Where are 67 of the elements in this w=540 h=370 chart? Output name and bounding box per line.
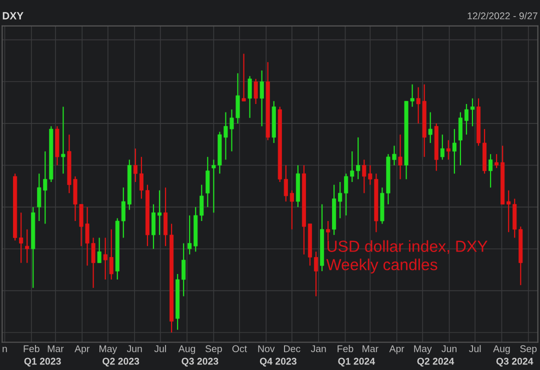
x2-tick-label: Q2 2023: [102, 358, 140, 366]
candlestick: [494, 154, 499, 169]
x-tick-label: Jul: [469, 345, 481, 352]
x2-tick-label: Q3 2024: [496, 358, 534, 366]
candlestick: [151, 204, 156, 250]
candlestick: [260, 70, 264, 127]
candlestick: [344, 173, 348, 216]
candlestick: [488, 154, 493, 188]
candlestick: [242, 53, 246, 102]
x-tick-label: Dec: [284, 345, 300, 352]
candlestick: [446, 140, 450, 160]
candlestick: [338, 181, 342, 219]
x-tick-label: Aug: [178, 345, 196, 354]
x-tick-label: n: [2, 346, 7, 352]
candlestick: [470, 98, 475, 127]
candlestick: [182, 242, 186, 297]
candlestick: [19, 212, 24, 264]
candlestick: [440, 134, 444, 160]
candlestick: [356, 136, 360, 180]
candlestick: [428, 112, 432, 144]
chart-title: DXY: [2, 12, 24, 20]
x-tick-label: Sep: [205, 345, 222, 354]
candlestick: [254, 78, 258, 104]
candlestick: [314, 251, 318, 297]
candlestick: [164, 187, 168, 247]
x-tick-label: May: [414, 345, 432, 354]
x2-tick-label: Q1 2023: [24, 358, 61, 366]
candlestick: [157, 190, 162, 236]
x-tick-label: Feb: [24, 345, 40, 352]
candlestick: [458, 112, 462, 166]
candlestick: [398, 134, 402, 180]
annotation: USD dollar index, DXY Weekly candles: [326, 240, 488, 274]
candlestick: [464, 103, 468, 136]
candlestick: [326, 220, 330, 242]
x-tick-label: Sep: [520, 345, 537, 354]
candlestick: [506, 190, 511, 233]
x-tick-label: Aug: [493, 345, 510, 354]
candlestick: [290, 190, 294, 230]
x-tick-label: Jul: [154, 345, 166, 352]
candlestick: [61, 106, 66, 174]
candlestick: [133, 148, 138, 183]
candlestick: [284, 164, 288, 202]
x2-tick-label: Q4 2023: [260, 358, 296, 366]
candlestick: [25, 228, 30, 264]
x-tick-label: Apr: [74, 345, 90, 354]
x-tick-label: Mar: [48, 345, 64, 352]
candlestick: [97, 237, 102, 264]
x-tick-label: Oct: [232, 345, 247, 352]
x-tick-label: Jun: [442, 345, 456, 352]
candlestick: [121, 187, 126, 238]
x2-tick-label: Q1 2024: [338, 358, 376, 366]
x-tick-label: May: [100, 345, 118, 354]
x-tick-label: Apr: [389, 345, 404, 354]
candlestick: [350, 150, 354, 183]
x2-tick-label: Q2 2024: [417, 358, 454, 366]
x-tick-label: Feb: [338, 345, 354, 352]
x2-tick-label: Q3 2023: [182, 358, 218, 366]
x-tick-label: Jun: [126, 345, 142, 352]
chart-subtitle: 12/2/2022 - 9/27: [468, 12, 538, 20]
x-tick-label: Jan: [310, 345, 326, 352]
candlestick: [139, 156, 144, 200]
candlestick: [188, 214, 192, 256]
x-tick-label: Nov: [258, 345, 275, 352]
x-tick-label: Mar: [362, 345, 378, 352]
candlestick: [206, 156, 210, 208]
candlestick: [248, 76, 252, 118]
candlestick: [452, 128, 456, 174]
